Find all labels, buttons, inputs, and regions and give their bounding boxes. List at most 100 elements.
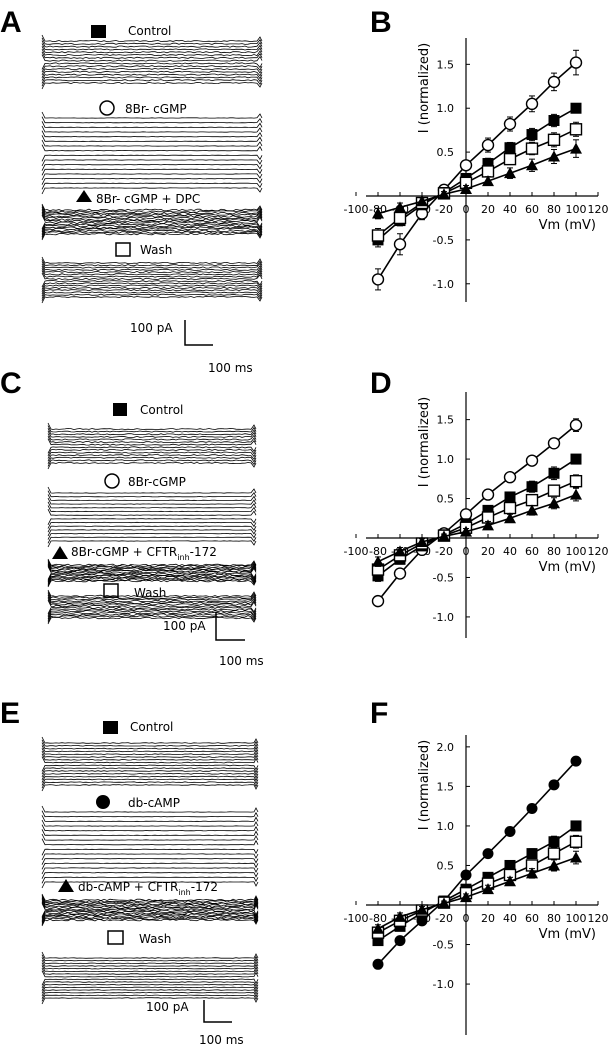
y-tick-label: -0.5 bbox=[433, 939, 454, 952]
current-trace-line bbox=[47, 615, 257, 623]
current-trace-line bbox=[41, 37, 263, 45]
data-point-filled-square bbox=[526, 848, 538, 860]
current-trace-line bbox=[47, 596, 257, 605]
data-point-open-square bbox=[547, 484, 561, 497]
data-point-filled-square bbox=[570, 820, 582, 832]
y-axis-title: I (normalized) bbox=[417, 397, 432, 487]
trace-label-control: Control bbox=[130, 720, 173, 734]
data-point-filled-square bbox=[504, 859, 516, 871]
x-tick-label: 20 bbox=[481, 545, 495, 558]
trace-label-8br-cgmp-cftr: 8Br-cGMP + CFTRinh-172 bbox=[71, 545, 217, 562]
current-trace-line bbox=[47, 589, 257, 598]
current-trace-line bbox=[41, 736, 259, 744]
scale-bar-current-label: 100 pA bbox=[163, 619, 206, 633]
current-trace-line bbox=[41, 756, 259, 764]
x-tick-label: 60 bbox=[525, 912, 539, 925]
current-trace-line bbox=[41, 130, 263, 138]
current-trace-line bbox=[41, 187, 263, 195]
current-trace-line bbox=[41, 881, 259, 889]
data-point-filled-triangle bbox=[504, 875, 516, 887]
current-trace-line bbox=[41, 261, 263, 269]
data-point-open-square bbox=[525, 142, 539, 155]
data-point-open-circle bbox=[503, 117, 517, 131]
data-point-filled-square bbox=[526, 129, 538, 141]
current-trace-line bbox=[41, 764, 259, 772]
current-trace-line bbox=[47, 486, 257, 494]
data-point-open-circle bbox=[569, 56, 583, 69]
x-tick-label: 100 bbox=[566, 203, 587, 216]
panel-letter-d: D bbox=[370, 367, 392, 400]
y-tick-label: -1.0 bbox=[433, 278, 454, 291]
current-trace-line bbox=[41, 772, 259, 780]
current-trace-line bbox=[47, 562, 257, 570]
data-point-open-circle bbox=[371, 273, 385, 286]
x-tick-label: 100 bbox=[566, 912, 587, 925]
current-trace-line bbox=[41, 229, 263, 237]
current-trace-line bbox=[41, 224, 263, 233]
current-trace-line bbox=[47, 451, 257, 459]
y-tick-label: 2.0 bbox=[437, 741, 455, 754]
data-point-filled-circle bbox=[394, 935, 406, 947]
data-point-open-circle bbox=[393, 567, 407, 580]
current-trace-line bbox=[47, 494, 257, 502]
current-trace-line bbox=[41, 121, 263, 128]
current-trace-line bbox=[41, 997, 259, 1005]
cmp-filled-circle-marker bbox=[96, 795, 110, 809]
cftr-trace-family bbox=[47, 558, 257, 588]
panel-letter-b: B bbox=[370, 6, 392, 39]
panel-letter-e: E bbox=[0, 697, 20, 730]
data-point-filled-triangle bbox=[526, 867, 538, 879]
current-trace-line bbox=[47, 461, 257, 470]
current-trace-line bbox=[47, 593, 257, 601]
data-point-filled-triangle bbox=[548, 859, 560, 871]
x-tick-label: 0 bbox=[463, 912, 470, 925]
data-point-open-square bbox=[547, 847, 561, 860]
cftr-filled-triangle-marker bbox=[52, 546, 68, 559]
current-trace-line bbox=[41, 73, 263, 81]
scale-bar bbox=[203, 1000, 232, 1023]
data-point-filled-triangle bbox=[526, 504, 538, 516]
current-trace-line bbox=[41, 54, 263, 62]
data-point-filled-square bbox=[504, 491, 516, 503]
dpc-filled-triangle-marker bbox=[76, 190, 92, 202]
x-tick-label: -80 bbox=[369, 912, 387, 925]
current-trace-line bbox=[47, 610, 257, 618]
current-trace-line bbox=[41, 962, 259, 970]
current-trace-line bbox=[41, 909, 259, 917]
data-point-open-square bbox=[525, 493, 539, 507]
current-trace-line bbox=[41, 48, 263, 57]
control-trace-family bbox=[41, 736, 259, 792]
panel-letter-a: A bbox=[0, 6, 22, 39]
x-tick-label: -20 bbox=[435, 203, 453, 216]
data-point-filled-square bbox=[570, 453, 582, 465]
y-tick-label: 1.5 bbox=[437, 780, 455, 793]
data-point-filled-circle bbox=[570, 755, 582, 767]
current-trace-line bbox=[41, 164, 263, 171]
data-point-filled-circle bbox=[482, 848, 494, 860]
current-trace-line bbox=[41, 221, 263, 229]
current-trace-line bbox=[41, 862, 259, 870]
y-tick-label: -0.5 bbox=[433, 571, 454, 584]
current-trace-line bbox=[47, 578, 257, 586]
current-trace-line bbox=[41, 916, 259, 924]
trace-label-db-camp: db-cAMP bbox=[128, 796, 180, 810]
y-tick-label: 1.0 bbox=[437, 820, 455, 833]
data-point-filled-square bbox=[526, 481, 538, 493]
current-trace-line bbox=[41, 901, 259, 910]
current-traces-panel-c: Control 8Br-cGMP 8Br-cGMP + CFTRinh-172 … bbox=[47, 403, 264, 668]
current-trace-line bbox=[41, 994, 259, 1002]
current-trace-line bbox=[47, 579, 257, 588]
current-trace-line bbox=[41, 81, 263, 90]
current-trace-line bbox=[47, 561, 257, 569]
current-trace-line bbox=[41, 781, 259, 789]
current-trace-line bbox=[41, 897, 259, 906]
data-point-filled-square bbox=[548, 836, 560, 848]
current-trace-line bbox=[41, 79, 263, 87]
series-line bbox=[377, 424, 577, 602]
current-trace-line bbox=[41, 284, 263, 292]
data-point-open-square bbox=[569, 835, 583, 848]
current-trace-line bbox=[41, 753, 259, 761]
current-trace-line bbox=[47, 454, 257, 462]
y-tick-label: 0.5 bbox=[437, 493, 455, 506]
current-trace-line bbox=[41, 139, 263, 147]
